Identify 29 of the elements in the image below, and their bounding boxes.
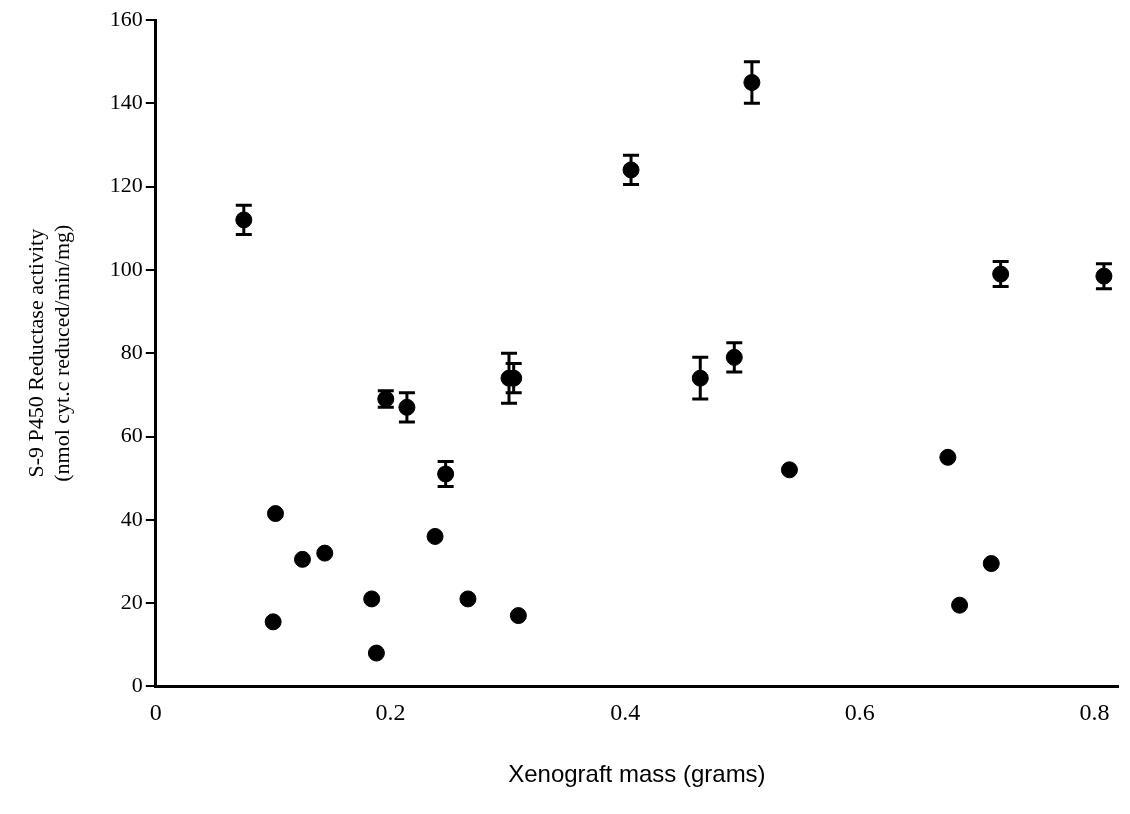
point (266, 505, 284, 523)
point (367, 644, 385, 662)
y-axis-title: S-9 P450 Reductase activity (nmol cyt.c reduced/min/mg) (22, 224, 75, 482)
x-tick-label: 0.8 (1079, 699, 1110, 726)
y-tick-label: 80 (120, 338, 143, 364)
x-tick-label: 0 (149, 699, 162, 726)
point (982, 555, 1000, 573)
point (363, 590, 381, 608)
y-tick-label: 40 (120, 505, 143, 531)
point (264, 613, 282, 631)
point (509, 607, 527, 625)
point (316, 544, 334, 562)
y-tick-label: 160 (109, 5, 143, 31)
x-tick-label: 0.6 (844, 699, 875, 726)
y-tick-label: 20 (120, 588, 143, 614)
point (780, 461, 798, 479)
point (939, 448, 957, 466)
y-tick-label: 100 (109, 255, 143, 281)
y-tick-label: 120 (109, 172, 143, 198)
x-axis-title: Xenograft mass (grams) (508, 760, 766, 788)
point (951, 596, 969, 614)
y-tick-label: 140 (109, 89, 143, 115)
x-tick-label: 0.4 (610, 699, 641, 726)
y-tick-label: 60 (120, 422, 143, 448)
point (293, 550, 311, 568)
point (459, 590, 477, 608)
point (426, 527, 444, 545)
x-tick-label: 0.2 (375, 699, 406, 726)
y-tick-label: 0 (131, 672, 143, 698)
